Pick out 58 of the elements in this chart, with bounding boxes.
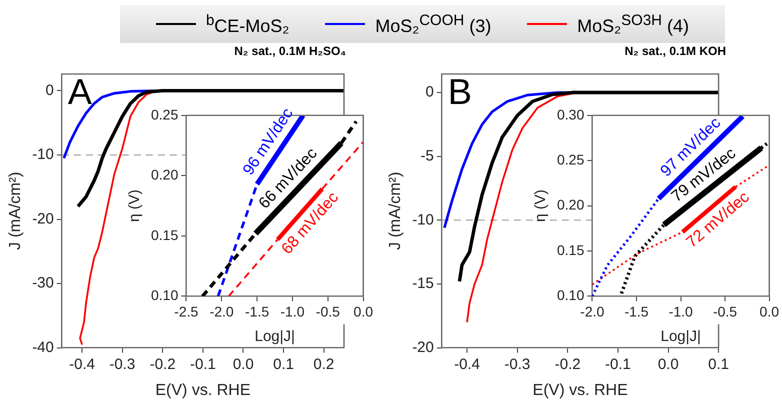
y-tick-label: 0 bbox=[46, 82, 54, 99]
y-tick-label: -5 bbox=[420, 147, 434, 164]
y-tick-label: 0.25 bbox=[557, 151, 584, 168]
legend-label: $^{b}$CE-MoS₂ bbox=[206, 12, 290, 36]
x-tick-label: 0.1 bbox=[708, 356, 730, 373]
x-tick-label: -2.0 bbox=[210, 303, 234, 320]
y-tick-label: -30 bbox=[32, 274, 54, 292]
x-axis-title: E(V) vs. RHE bbox=[155, 382, 250, 399]
x-tick-label: 0.2 bbox=[313, 356, 334, 373]
x-axis-title: E(V) vs. RHE bbox=[532, 382, 628, 399]
chart-title: B bbox=[448, 70, 472, 112]
y-tick-label: 0 bbox=[426, 84, 434, 101]
x-tick-label: -1.5 bbox=[624, 303, 649, 320]
y-tick-label: 0.30 bbox=[557, 106, 584, 122]
y-axis-title: J (mA/cm²) bbox=[7, 172, 24, 250]
y-tick-label: -10 bbox=[32, 146, 54, 164]
x-axis-title: Log|J| bbox=[254, 328, 295, 346]
x-tick-label: -0.4 bbox=[454, 356, 480, 373]
x-tick-label: -0.4 bbox=[69, 356, 95, 373]
x-tick-label: -0.1 bbox=[605, 356, 631, 373]
y-axis-title: η (V) bbox=[532, 190, 550, 222]
x-tick-label: 0.0 bbox=[760, 303, 780, 320]
y-tick-label: -10 bbox=[412, 211, 434, 228]
y-tick-label: -40 bbox=[32, 338, 54, 356]
x-tick-label: 0.0 bbox=[354, 303, 374, 320]
chart-subtitle: N₂ sat., 0.1M H₂SO₄ bbox=[234, 44, 346, 58]
x-tick-label: -0.2 bbox=[150, 356, 176, 373]
x-tick-label: 0.0 bbox=[658, 356, 679, 373]
x-tick-label: -2.5 bbox=[174, 303, 199, 320]
y-axis-title: η (V) bbox=[126, 190, 144, 222]
y-tick-label: 0.15 bbox=[151, 226, 178, 243]
x-tick-label: -2.0 bbox=[580, 303, 605, 320]
x-tick-label: -1.0 bbox=[280, 303, 305, 320]
y-tick-label: -15 bbox=[412, 275, 434, 292]
legend-label: MoS₂$^{COOH}$ (3) bbox=[375, 12, 492, 36]
chart-title: A bbox=[68, 70, 92, 112]
y-tick-label: 0.20 bbox=[557, 196, 584, 213]
x-tick-label: -1.5 bbox=[244, 303, 270, 320]
y-tick-label: 0.15 bbox=[557, 242, 584, 258]
y-tick-label: 0.10 bbox=[151, 287, 178, 304]
x-tick-label: -0.5 bbox=[316, 303, 340, 320]
y-tick-label: 0.10 bbox=[557, 287, 584, 304]
x-tick-label: -0.3 bbox=[109, 356, 136, 373]
x-tick-label: -1.0 bbox=[668, 303, 694, 320]
x-tick-label: 0.1 bbox=[273, 356, 294, 373]
x-tick-label: -0.1 bbox=[190, 356, 216, 373]
y-tick-label: -20 bbox=[32, 210, 54, 228]
chart-subtitle: N₂ sat., 0.1M KOH bbox=[624, 44, 726, 58]
y-axis-title: J (mA/cm²) bbox=[387, 172, 404, 250]
y-tick-label: 0.20 bbox=[151, 166, 178, 183]
y-tick-label: 0.25 bbox=[151, 106, 178, 122]
x-tick-label: -0.3 bbox=[504, 356, 530, 373]
y-tick-label: -20 bbox=[412, 338, 434, 356]
x-tick-label: 0.0 bbox=[232, 356, 254, 373]
x-tick-label: -0.5 bbox=[712, 303, 738, 320]
x-axis-title: Log|J| bbox=[660, 328, 701, 346]
legend-label: MoS₂$^{SO3H}$ (4) bbox=[577, 12, 690, 36]
x-tick-label: -0.2 bbox=[554, 356, 581, 373]
